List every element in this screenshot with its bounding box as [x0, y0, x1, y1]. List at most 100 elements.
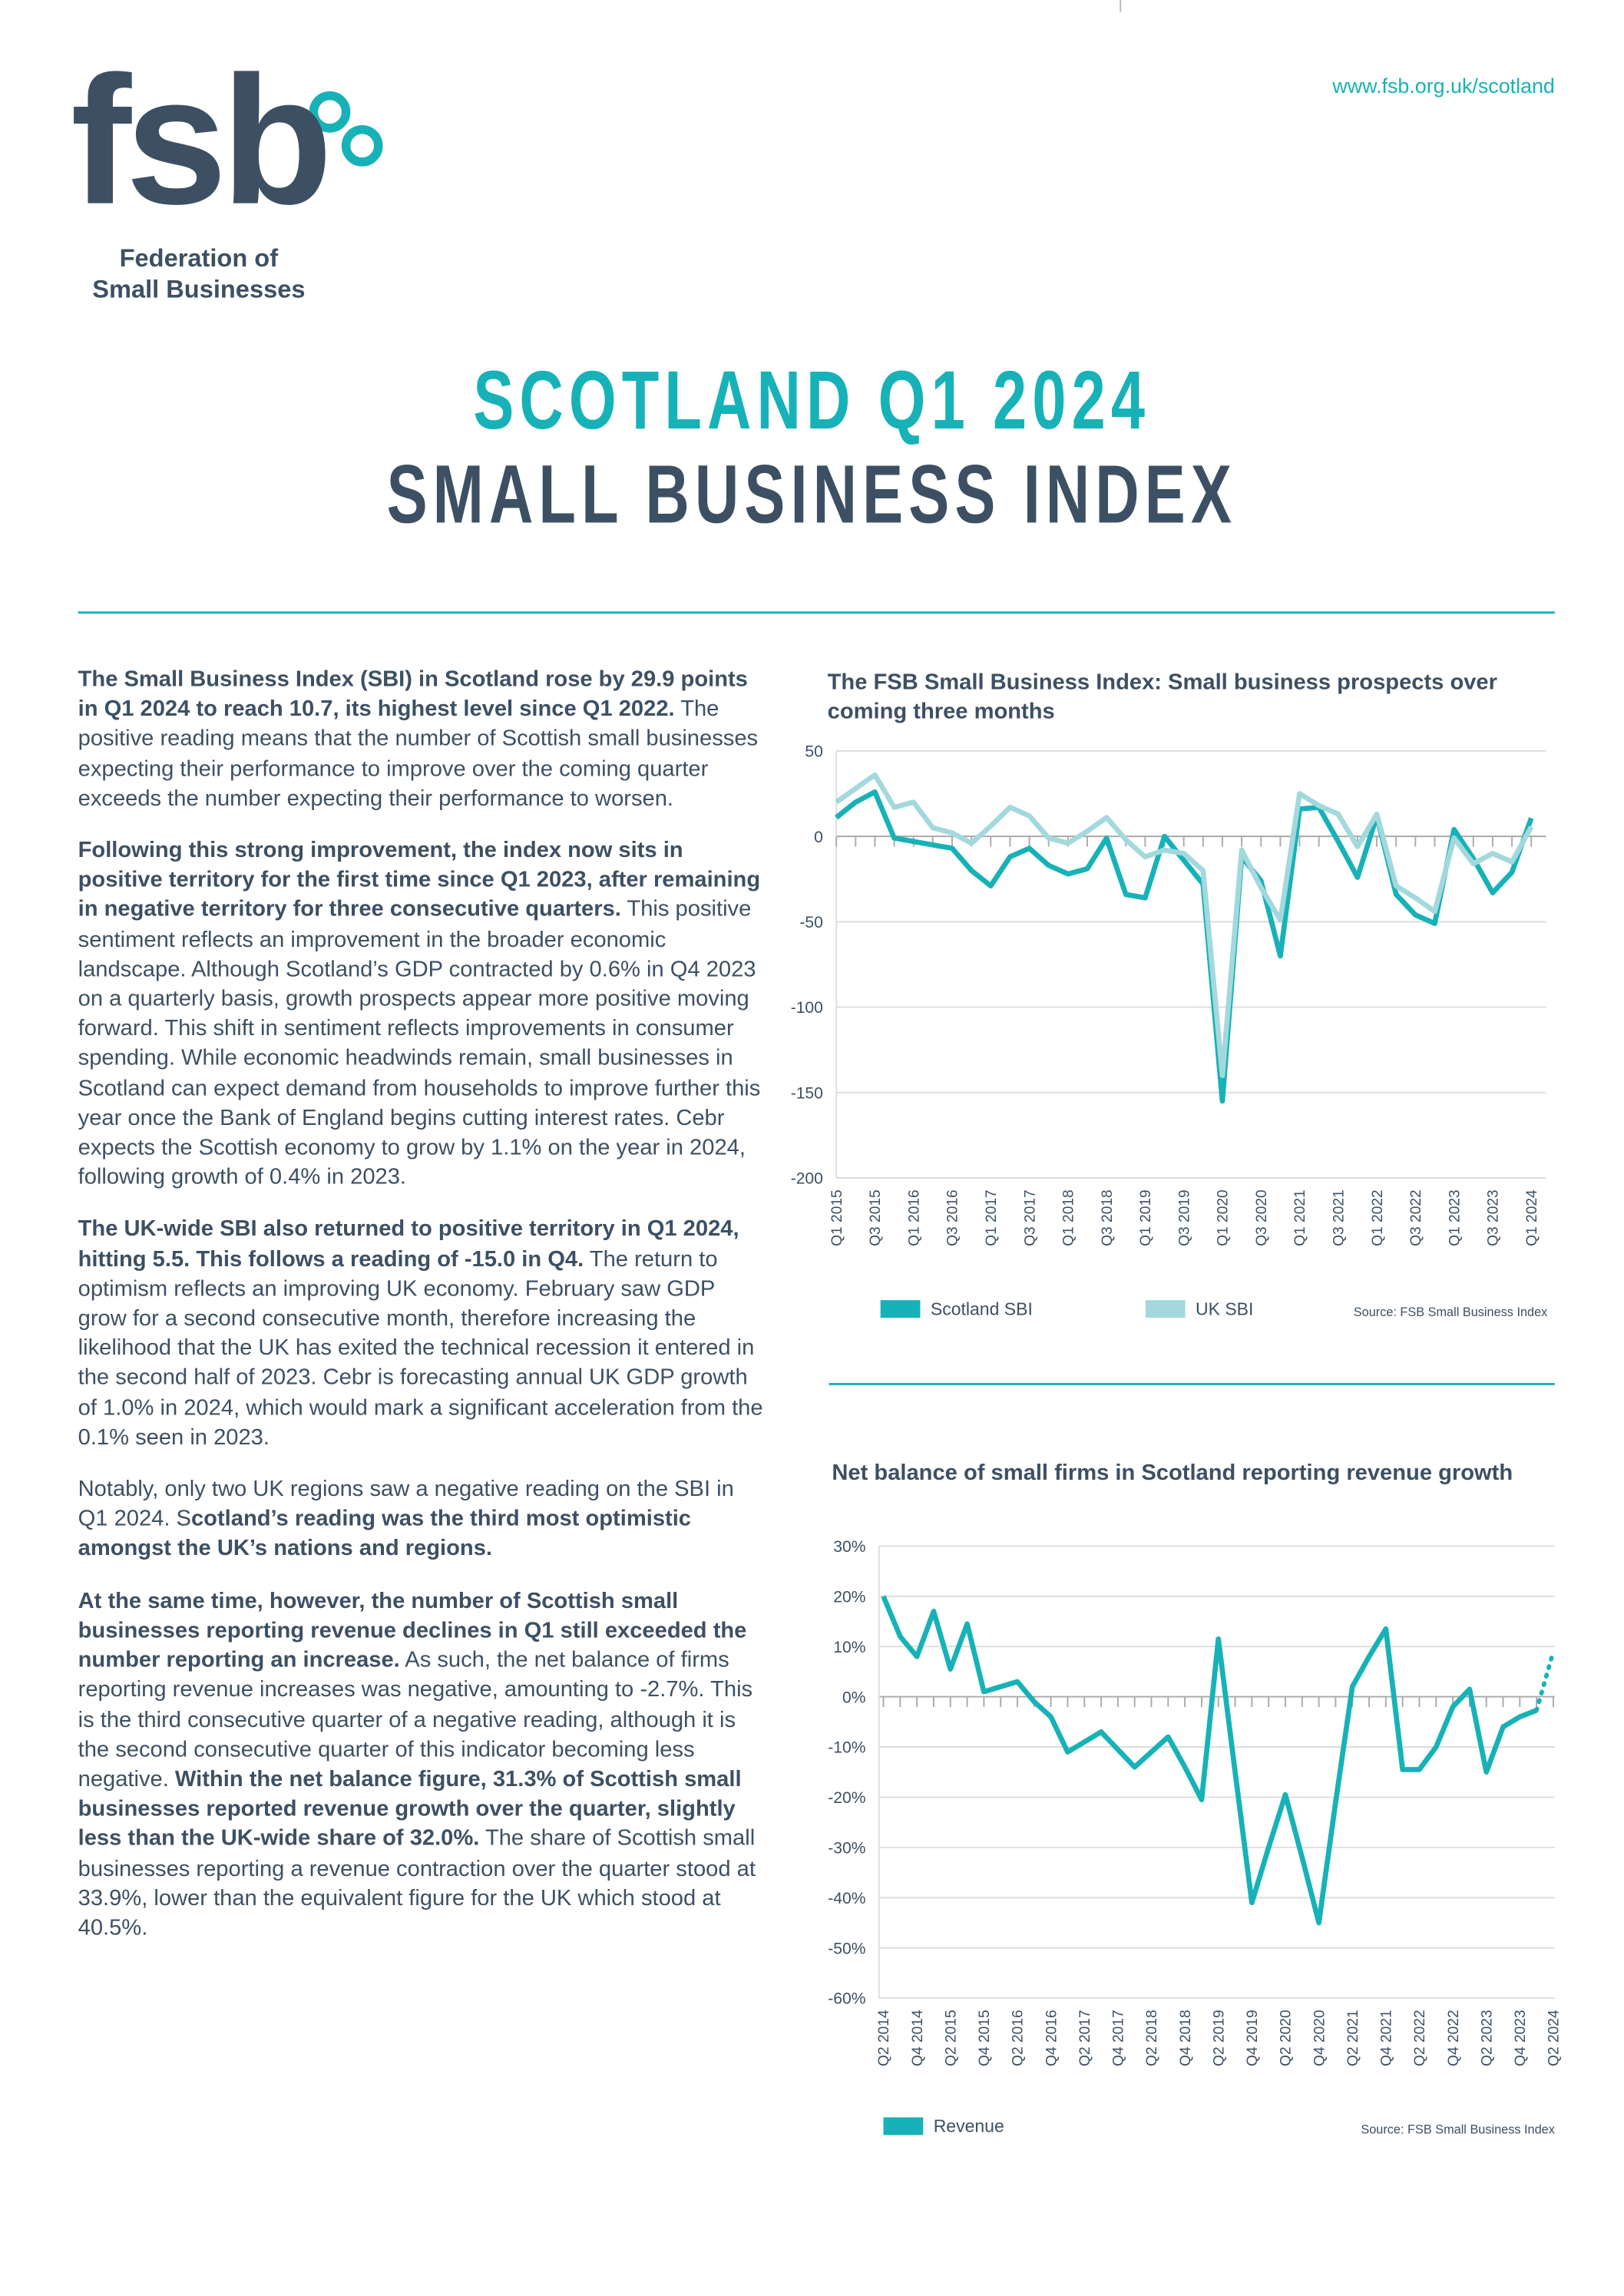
y-tick-label: -150: [791, 1084, 823, 1102]
x-tick-label: Q2 2018: [1144, 2010, 1160, 2066]
x-tick-label: Q2 2016: [1010, 2010, 1027, 2066]
paragraph: Notably, only two UK regions saw a negat…: [78, 1475, 767, 1564]
y-tick-label: -50: [799, 914, 822, 931]
source-note: Source: FSB Small Business Index: [1354, 1305, 1547, 1319]
body-text: The Small Business Index (SBI) in Scotla…: [78, 666, 767, 1966]
y-tick-label: -10%: [828, 1739, 865, 1757]
x-tick-label: Q1 2021: [1292, 1189, 1308, 1246]
x-tick-label: Q4 2020: [1311, 2010, 1328, 2066]
text: Notably, only two UK regions saw a negat…: [78, 1477, 734, 1532]
x-tick-label: Q4 2023: [1513, 2010, 1529, 2066]
y-tick-label: -40%: [828, 1890, 865, 1907]
x-tick-label: Q1 2017: [984, 1189, 1000, 1246]
logo-wordmark: fsb: [71, 39, 332, 243]
paragraph: The UK-wide SBI also returned to positiv…: [78, 1216, 767, 1454]
text: The positive reading means that the numb…: [78, 696, 759, 812]
x-tick-label: Q4 2015: [977, 2010, 993, 2066]
projection-line: [1534, 1649, 1556, 1713]
x-tick-label: Q4 2022: [1446, 2010, 1462, 2066]
series-line: [881, 1595, 1538, 1926]
y-tick-label: -200: [791, 1170, 823, 1188]
logo-name-line: Federation of: [119, 244, 279, 273]
y-tick-label: -60%: [828, 1990, 865, 2008]
series-line: [835, 772, 1534, 1078]
logo-loop: [341, 124, 383, 167]
x-tick-label: Q3 2018: [1100, 1189, 1116, 1246]
bold-text: The UK-wide SBI also returned to positiv…: [78, 1216, 739, 1272]
x-tick-label: Q3 2019: [1176, 1189, 1192, 1246]
bold-text: Within the net balance figure, 31.3% of …: [78, 1766, 742, 1851]
logo-loop: [309, 91, 351, 133]
bold-text: cotland’s reading was the third most opt…: [78, 1507, 692, 1562]
legend-swatch: [880, 1300, 921, 1318]
x-tick-label: Q1 2020: [1216, 1189, 1232, 1246]
text: This positive sentiment reflects an impr…: [78, 897, 761, 1190]
x-tick-label: Q3 2022: [1408, 1189, 1424, 1246]
series-line: [835, 789, 1534, 1104]
y-tick-label: 0: [814, 829, 823, 846]
x-tick-label: Q4 2021: [1379, 2010, 1395, 2066]
x-tick-label: Q2 2014: [876, 2010, 892, 2066]
website-url[interactable]: www.fsb.org.uk/scotland: [1332, 73, 1555, 98]
paragraph: At the same time, however, the number of…: [78, 1586, 767, 1944]
x-tick-label: Q3 2021: [1331, 1189, 1348, 1246]
text: The share of Scottish small businesses r…: [78, 1826, 756, 1941]
x-tick-label: Q3 2015: [868, 1189, 884, 1246]
paragraph: Following this strong improvement, the i…: [78, 836, 767, 1193]
chart-title: The FSB Small Business Index: Small busi…: [827, 670, 1497, 725]
x-tick-label: Q3 2017: [1022, 1189, 1038, 1246]
text: The return to optimism reflects an impro…: [78, 1246, 763, 1451]
x-tick-label: Q4 2019: [1245, 2010, 1261, 2066]
x-tick-label: Q1 2022: [1370, 1189, 1386, 1246]
x-tick-label: Q2 2024: [1546, 2010, 1563, 2066]
x-tick-label: Q2 2019: [1211, 2010, 1227, 2066]
x-tick-label: Q3 2023: [1486, 1189, 1502, 1246]
x-tick-label: Q2 2023: [1479, 2010, 1495, 2066]
x-tick-label: Q4 2014: [910, 2010, 926, 2066]
y-tick-label: 50: [805, 743, 822, 761]
subtitle: SMALL BUSINESS INDEX: [386, 447, 1237, 541]
y-tick-label: 30%: [833, 1538, 865, 1556]
x-tick-label: Q1 2018: [1061, 1189, 1077, 1246]
x-tick-label: Q1 2019: [1138, 1189, 1154, 1246]
source-note: Source: FSB Small Business Index: [1361, 2122, 1554, 2136]
chart-title: Net balance of small firms in Scotland r…: [832, 1461, 1513, 1486]
y-tick-label: -20%: [828, 1789, 865, 1807]
x-tick-label: Q1 2023: [1447, 1189, 1463, 1246]
text: As such, the net balance of firms report…: [78, 1647, 753, 1792]
y-tick-label: -50%: [828, 1940, 865, 1957]
x-tick-label: Q4 2016: [1044, 2010, 1060, 2066]
legend-swatch: [1145, 1300, 1186, 1318]
x-tick-label: Q1 2024: [1524, 1189, 1540, 1246]
legend-label: Scotland SBI: [931, 1299, 1033, 1318]
x-tick-label: Q2 2015: [943, 2010, 959, 2066]
logo-name: Federation of Small Businesses: [85, 243, 312, 305]
y-tick-label: 0%: [842, 1689, 865, 1706]
x-tick-label: Q4 2017: [1111, 2010, 1127, 2066]
x-tick-label: Q3 2020: [1254, 1189, 1270, 1246]
x-tick-label: Q3 2016: [945, 1189, 961, 1246]
legend-label: UK SBI: [1196, 1299, 1253, 1318]
y-tick-label: 20%: [833, 1588, 865, 1606]
x-tick-label: Q2 2022: [1412, 2010, 1428, 2066]
x-tick-label: Q1 2016: [906, 1189, 922, 1246]
x-tick-label: Q1 2015: [829, 1189, 845, 1246]
y-tick-label: -30%: [828, 1839, 865, 1857]
y-tick-label: 10%: [833, 1639, 865, 1656]
title: SCOTLAND Q1 2024: [473, 353, 1151, 447]
paragraph: The Small Business Index (SBI) in Scotla…: [78, 666, 767, 815]
legend-label: Revenue: [934, 2116, 1004, 2136]
x-tick-label: Q2 2020: [1278, 2010, 1295, 2066]
bold-text: At the same time, however, the number of…: [78, 1588, 747, 1673]
bold-text: Following this strong improvement, the i…: [78, 838, 761, 923]
x-tick-label: Q4 2018: [1178, 2010, 1194, 2066]
x-tick-label: Q2 2017: [1077, 2010, 1093, 2066]
bold-text: The Small Business Index (SBI) in Scotla…: [78, 667, 748, 722]
logo-name-line: Small Businesses: [92, 275, 306, 304]
legend-swatch: [883, 2117, 924, 2136]
x-tick-label: Q2 2021: [1345, 2010, 1361, 2066]
